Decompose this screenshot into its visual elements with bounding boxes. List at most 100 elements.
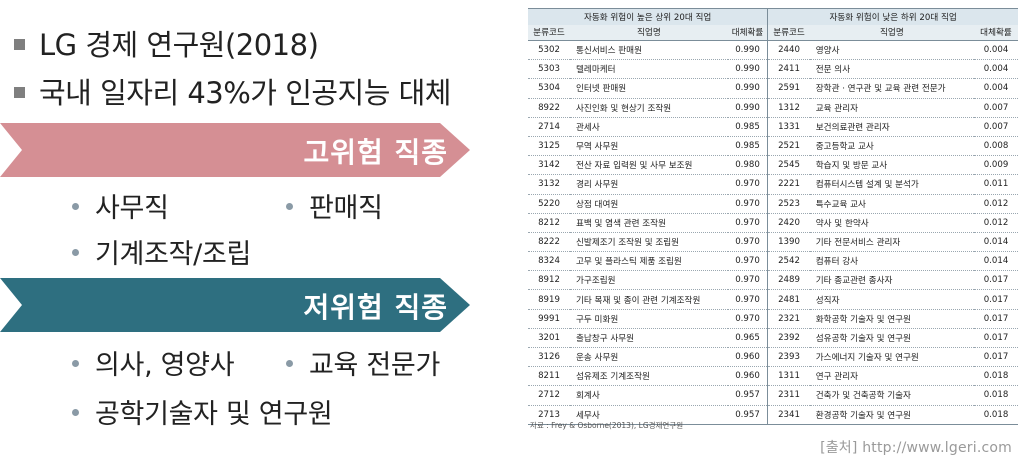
high-risk-label: 고위험 직종 [303,136,448,169]
table-cell: 연구 관리자 [809,366,974,387]
table-cell: 환경공학 기술자 및 연구원 [809,405,974,425]
table-cell: 구두 미화원 [570,309,728,329]
job-table: 자동화 위험이 높은 상위 20대 직업 자동화 위험이 낮은 하위 20대 직… [528,8,1018,425]
table-cell: 0.018 [974,366,1018,387]
table-cell: 0.960 [727,366,769,387]
table-cell: 학습지 및 방문 교사 [809,155,974,176]
dot-bullet-icon [286,360,293,367]
column-header: 분류코드 [767,24,810,41]
table-cell: 2591 [767,78,810,99]
table-cell: 2712 [528,385,570,406]
source-citation: [출처] http://www.lgeri.com [820,440,1012,456]
table-cell: 0.004 [974,78,1018,99]
table-cell: 0.007 [974,98,1018,118]
item-text: 기계조작/조립 [95,239,252,270]
dot-bullet-icon [286,203,293,210]
low-risk-label: 저위험 직종 [303,291,448,324]
table-row: 3201 출납창구 사무원 0.965 2392 섬유공학 기술자 및 연구원 0.017 [528,328,1018,349]
table-cell: 2523 [767,194,810,214]
column-header: 직업명 [570,24,728,41]
table-cell: 2489 [767,270,810,291]
table-cell: 0.965 [727,328,769,349]
table-row: 5303 텔레마케터 0.990 2411 전문 의사 0.004 [528,59,1018,80]
low-risk-banner: 저위험 직종 [0,278,470,332]
column-header: 직업명 [809,24,974,41]
table-cell: 텔레마케터 [570,59,728,80]
table-cell: 0.017 [974,309,1018,329]
table-cell: 기타 종교관련 종사자 [809,270,974,291]
table-cell: 사진인화 및 현상기 조작원 [570,98,728,118]
table-cell: 0.012 [974,194,1018,214]
table-cell: 0.017 [974,347,1018,368]
table-cell: 신발제조기 조작원 및 조립원 [570,232,728,253]
table-cell: 1390 [767,232,810,253]
table-cell: 0.985 [727,117,769,137]
table-cell: 인터넷 판매원 [570,78,728,99]
low-risk-item: 의사, 영양사 [72,343,235,382]
table-cell: 전산 자료 입력원 및 사무 보조원 [570,155,728,176]
table-cell: 0.985 [727,136,769,157]
table-cell: 1331 [767,117,810,137]
table-cell: 고무 및 플라스틱 제품 조립원 [570,251,728,272]
table-cell: 출납창구 사무원 [570,328,728,349]
table-cell: 8324 [528,251,570,272]
table-cell: 3126 [528,347,570,368]
table-cell: 2393 [767,347,810,368]
item-text: 공학기술자 및 연구원 [95,399,333,430]
table-row: 8222 신발제조기 조작원 및 조립원 0.970 1390 기타 전문서비스 관리자… [528,232,1018,253]
table-cell: 0.017 [974,270,1018,291]
column-header: 대체확률 [727,24,769,41]
column-header: 분류코드 [528,24,570,41]
table-row: 8324 고무 및 플라스틱 제품 조립원 0.970 2542 컴퓨터 강사 0.014 [528,251,1018,272]
table-cell: 2420 [767,213,810,233]
table-cell: 0.960 [727,347,769,368]
table-cell: 0.014 [974,232,1018,253]
table-cell: 세무사 [570,405,728,425]
table-cell: 3142 [528,155,570,176]
table-cell: 0.004 [974,59,1018,80]
table-cell: 회계사 [570,385,728,406]
table-cell: 섬유공학 기술자 및 연구원 [809,328,974,349]
table-row: 8912 가구조립원 0.970 2489 기타 종교관련 종사자 0.017 [528,270,1018,291]
table-cell: 8919 [528,289,570,310]
table-cell: 2221 [767,174,810,195]
table-cell: 0.990 [727,40,769,61]
table-cell: 0.017 [974,289,1018,310]
bullet-text: LG 경제 연구원(2018) [39,28,319,62]
table-cell: 8922 [528,98,570,118]
low-risk-item: 공학기술자 및 연구원 [72,392,333,431]
table-row: 2713 세무사 0.957 2341 환경공학 기술자 및 연구원 0.018 [528,405,1018,425]
table-cell: 8222 [528,232,570,253]
table-cell: 중고등학교 교사 [809,136,974,157]
table-cell: 2713 [528,405,570,425]
item-text: 교육 전문가 [309,350,440,381]
item-text: 판매직 [309,193,383,224]
table-cell: 0.970 [727,251,769,272]
table-cell: 0.017 [974,328,1018,349]
table-cell: 5304 [528,78,570,99]
table-cell: 0.018 [974,405,1018,425]
table-cell: 2411 [767,59,810,80]
table-cell: 2714 [528,117,570,137]
table-cell: 9991 [528,309,570,329]
table-cell: 0.970 [727,213,769,233]
table-cell: 경리 사무원 [570,174,728,195]
table-cell: 2440 [767,40,810,61]
table-cell: 0.004 [974,40,1018,61]
table-source-note: 자료 : Frey & Osborne(2013), LG경제연구원 [530,421,684,430]
table-cell: 2392 [767,328,810,349]
table-row: 2714 관세사 0.985 1331 보건의료관련 관리자 0.007 [528,117,1018,137]
table-cell: 통신서비스 판매원 [570,40,728,61]
table-cell: 가구조립원 [570,270,728,291]
table-row: 3132 경리 사무원 0.970 2221 컴퓨터시스템 설계 및 분석가 0.011 [528,174,1018,195]
table-cell: 0.970 [727,194,769,214]
table-cell: 0.012 [974,213,1018,233]
table-cell: 운송 사무원 [570,347,728,368]
table-cell: 0.990 [727,98,769,118]
table-cell: 0.970 [727,289,769,310]
table-cell: 0.018 [974,385,1018,406]
table-row: 3125 무역 사무원 0.985 2521 중고등학교 교사 0.008 [528,136,1018,157]
square-bullet-icon [14,38,25,50]
table-row: 8922 사진인화 및 현상기 조작원 0.990 1312 교육 관리자 0.007 [528,98,1018,118]
high-risk-item: 기계조작/조립 [72,232,251,271]
